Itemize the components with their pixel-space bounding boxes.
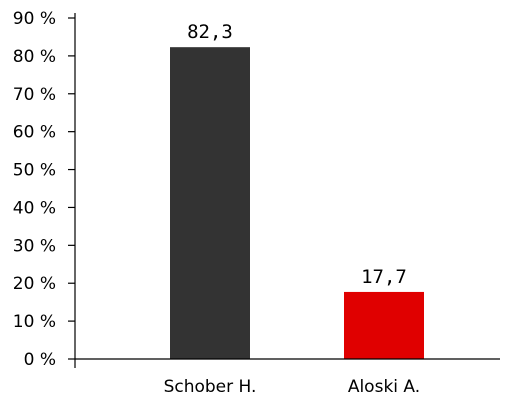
y-tick-label: 40 % — [13, 198, 56, 218]
bar-value-label: 82,3 — [187, 21, 233, 43]
y-tick-label: 70 % — [13, 85, 56, 105]
y-tick-label: 30 % — [13, 236, 56, 256]
y-tick-label: 90 % — [13, 9, 56, 29]
x-axis: Schober H. Aloski A. — [75, 358, 500, 397]
x-category-label: Aloski A. — [348, 377, 420, 397]
x-category-label: Schober H. — [164, 377, 257, 397]
y-tick-label: 50 % — [13, 161, 56, 181]
y-axis: 0 % 10 % 20 % 30 % 40 % 50 % 60 % 70 % 80 % 90 % — [13, 9, 76, 370]
bar — [170, 47, 250, 360]
bar — [344, 291, 424, 359]
bars: 82,3 17,7 — [170, 21, 424, 360]
y-tick-label: 10 % — [13, 312, 56, 332]
y-tick-label: 80 % — [13, 47, 56, 67]
y-tick-label: 20 % — [13, 274, 56, 294]
bar-value-label: 17,7 — [361, 266, 407, 288]
y-tick-label: 60 % — [13, 123, 56, 143]
y-tick-label: 0 % — [24, 350, 56, 370]
